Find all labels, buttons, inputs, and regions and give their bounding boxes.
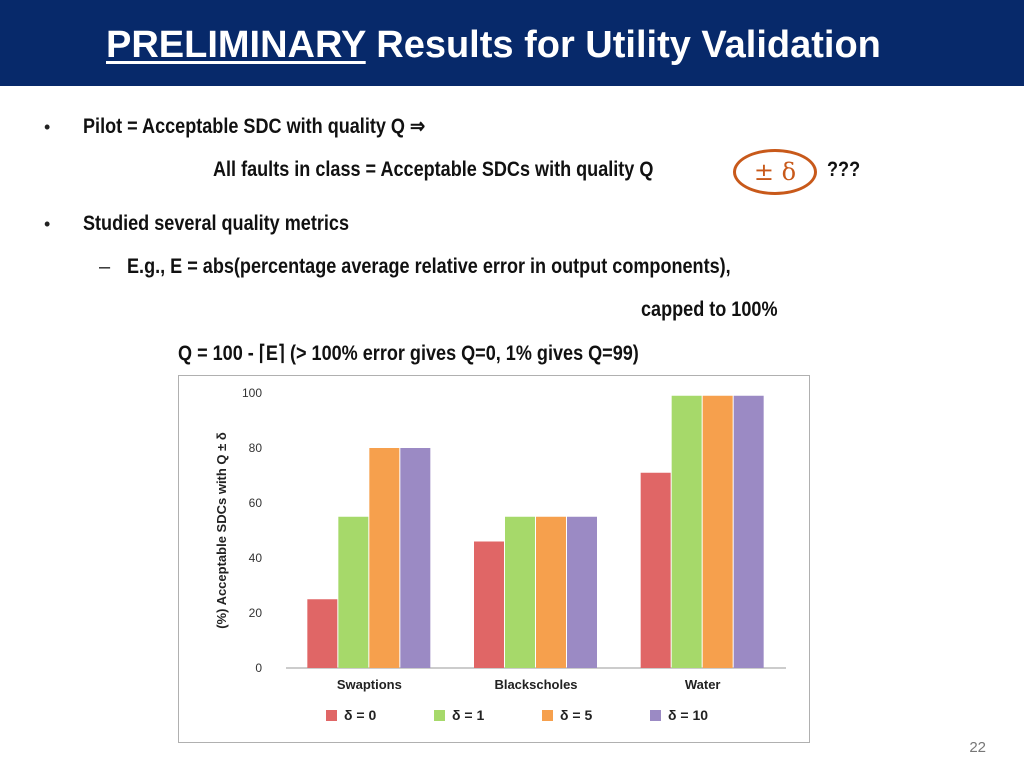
- y-axis-label: (%) Acceptable SDCs with Q ± δ: [214, 432, 229, 629]
- page-number: 22: [969, 739, 986, 756]
- legend-label: δ = 5: [560, 707, 592, 723]
- legend-label: δ = 0: [344, 707, 376, 723]
- x-category-label: Blackscholes: [494, 677, 577, 692]
- bar: [307, 599, 338, 668]
- y-tick-label: 20: [249, 606, 263, 620]
- bar: [536, 516, 566, 668]
- bar: [338, 516, 369, 668]
- highlight-circle: ± δ: [733, 149, 817, 195]
- bar: [505, 516, 535, 668]
- title-bar: PRELIMINARY Results for Utility Validati…: [0, 0, 1024, 86]
- chart-svg: 0 20 40 60 80 100 (%) Acceptable SDCs with Q ±…: [178, 375, 810, 743]
- bar: [474, 541, 504, 668]
- slide-title: PRELIMINARY Results for Utility Validati…: [106, 22, 881, 68]
- y-tick-label: 80: [249, 441, 263, 455]
- bar: [369, 448, 400, 668]
- legend-label: δ = 10: [668, 707, 708, 723]
- bar: [671, 395, 702, 668]
- bullet-marker: •: [44, 214, 51, 234]
- bar: [567, 516, 597, 668]
- y-tick-label: 0: [255, 661, 262, 675]
- legend-swatch: [650, 710, 661, 721]
- text-line-metrics: Studied several quality metrics: [83, 212, 349, 235]
- y-tick-label: 40: [249, 551, 263, 565]
- question-marks: ???: [827, 158, 861, 181]
- y-tick-label: 100: [242, 386, 262, 400]
- x-category-label: Water: [685, 677, 721, 692]
- legend-swatch: [542, 710, 553, 721]
- bar: [702, 395, 733, 668]
- bar-chart: 0 20 40 60 80 100 (%) Acceptable SDCs with Q ±…: [178, 375, 810, 743]
- legend-swatch: [326, 710, 337, 721]
- text-line-faults: All faults in class = Acceptable SDCs wi…: [213, 158, 654, 181]
- plus-minus-delta: ± δ: [753, 158, 797, 186]
- bar: [733, 395, 764, 668]
- bar: [400, 448, 431, 668]
- dash-marker: –: [99, 256, 111, 278]
- text-line-capped: capped to 100%: [641, 298, 778, 321]
- title-rest: Results for Utility Validation: [365, 24, 881, 66]
- legend-label: δ = 1: [452, 707, 484, 723]
- y-tick-label: 60: [249, 496, 263, 510]
- title-emphasis: PRELIMINARY: [106, 24, 366, 66]
- text-line-pilot: Pilot = Acceptable SDC with quality Q ⇒: [83, 115, 426, 138]
- bullet-marker: •: [44, 117, 51, 137]
- legend-swatch: [434, 710, 445, 721]
- text-line-example: E.g., E = abs(percentage average relativ…: [127, 255, 731, 278]
- x-category-label: Swaptions: [337, 677, 402, 692]
- text-line-formula: Q = 100 - ⌈E⌉ (> 100% error gives Q=0, 1…: [178, 342, 639, 365]
- bar: [640, 472, 671, 668]
- chart-layer: 0 20 40 60 80 100 (%) Acceptable SDCs with Q ±…: [214, 386, 786, 723]
